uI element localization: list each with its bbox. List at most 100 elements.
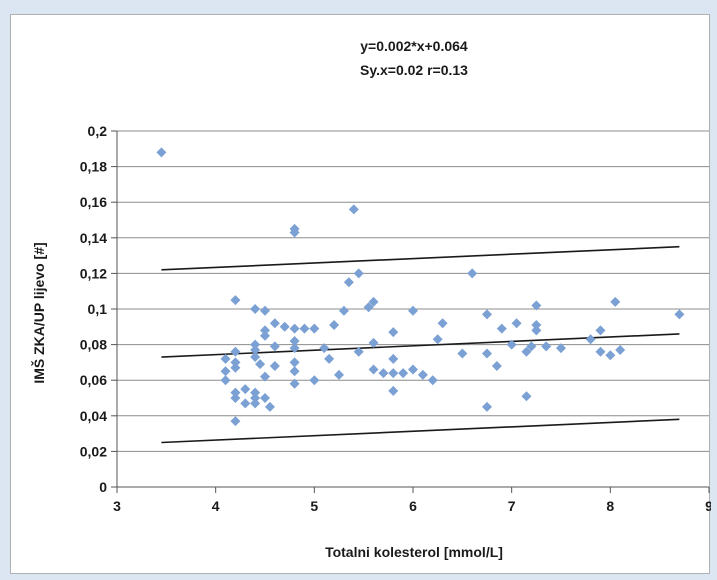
data-point (250, 393, 261, 403)
data-point (220, 375, 231, 386)
data-point (388, 327, 399, 338)
x-tick-label: 6 (409, 498, 417, 514)
data-point (353, 346, 364, 357)
y-axis-title: IMŠ ZKA/UP lijevo [#] (30, 242, 47, 383)
x-tick-label: 9 (705, 498, 711, 514)
y-tick-label: 0,16 (80, 194, 107, 210)
data-point (482, 348, 492, 359)
data-point (674, 309, 685, 320)
data-point (368, 296, 379, 307)
data-point (220, 353, 231, 364)
data-point (260, 305, 270, 316)
data-point (269, 341, 280, 352)
data-point (334, 369, 344, 380)
data-point (240, 384, 251, 395)
x-tick-label: 7 (508, 498, 516, 514)
data-point (556, 343, 566, 354)
data-point (269, 360, 280, 371)
y-tick-label: 0,04 (80, 408, 107, 424)
chart-area: 0 0,02 0,04 0,06 0,08 0,1 0,12 0,14 0,16 0,18 0,2 3… (10, 14, 713, 574)
x-tick-label: 8 (606, 498, 614, 514)
data-point (521, 346, 532, 357)
data-point (289, 323, 300, 334)
data-point (230, 416, 241, 427)
data-point (324, 353, 335, 364)
data-point (299, 323, 310, 334)
data-point (457, 348, 468, 359)
data-point (408, 305, 418, 316)
data-point (250, 304, 261, 314)
data-point (250, 344, 261, 355)
data-point (260, 371, 270, 382)
data-point (541, 341, 552, 352)
y-tick-label: 0,14 (80, 230, 107, 246)
data-point (289, 227, 300, 238)
data-point (269, 318, 280, 329)
data-point (289, 343, 300, 354)
data-point (220, 366, 231, 377)
data-point (482, 401, 492, 412)
data-point (388, 385, 399, 396)
data-point (230, 295, 241, 306)
data-point (156, 147, 167, 158)
data-point (348, 204, 359, 215)
data-point (605, 350, 616, 361)
y-tick-label: 0,06 (80, 372, 107, 388)
data-point (417, 369, 428, 380)
data-point (230, 362, 241, 373)
y-tick-label: 0,2 (88, 123, 108, 139)
data-point (531, 320, 542, 331)
data-point (368, 337, 379, 348)
data-point (427, 375, 438, 386)
equation-annotation: y=0.002*x+0.064 (360, 38, 468, 54)
data-point (511, 318, 522, 329)
data-point (506, 339, 517, 350)
data-point (363, 302, 374, 313)
data-point (467, 268, 478, 279)
y-tick-label: 0 (99, 479, 107, 495)
data-point (432, 334, 443, 345)
data-point (230, 393, 241, 403)
data-point (595, 346, 606, 357)
data-point (260, 330, 270, 341)
data-point (250, 387, 261, 398)
x-tick-label: 4 (212, 498, 220, 514)
y-tick-label: 0,02 (80, 443, 107, 459)
data-point (615, 344, 626, 355)
x-tick-label: 5 (310, 498, 318, 514)
data-point (338, 305, 349, 316)
data-point (250, 352, 261, 363)
data-point (289, 336, 300, 347)
data-point (595, 325, 606, 336)
x-axis-title: Totalni kolesterol [mmol/L] (325, 544, 503, 560)
data-point (250, 339, 261, 350)
y-tick-label: 0,1 (88, 301, 108, 317)
data-point (585, 334, 596, 345)
data-point (289, 357, 300, 368)
data-points (156, 147, 685, 427)
stats-annotation: Sy.x=0.02 r=0.13 (360, 62, 468, 78)
data-point (289, 366, 300, 377)
trend-line (161, 418, 680, 444)
axes (111, 130, 710, 493)
data-point (388, 353, 399, 364)
data-point (437, 318, 448, 329)
data-point (329, 320, 340, 331)
data-point (279, 321, 290, 332)
data-point (388, 368, 399, 379)
data-point (526, 341, 537, 352)
data-point (240, 398, 251, 409)
x-tick-label: 3 (113, 498, 121, 514)
data-point (343, 277, 354, 288)
data-point (230, 357, 241, 368)
data-point (491, 360, 502, 371)
data-point (368, 364, 379, 375)
trend-line (161, 245, 680, 271)
data-point (250, 398, 261, 409)
y-tick-label: 0,08 (80, 337, 107, 353)
y-tick-label: 0,12 (80, 265, 107, 281)
data-point (264, 401, 275, 412)
tick-labels: 0 0,02 0,04 0,06 0,08 0,1 0,12 0,14 0,16 0,18 0,2 3… (80, 123, 713, 514)
data-point (309, 375, 320, 386)
